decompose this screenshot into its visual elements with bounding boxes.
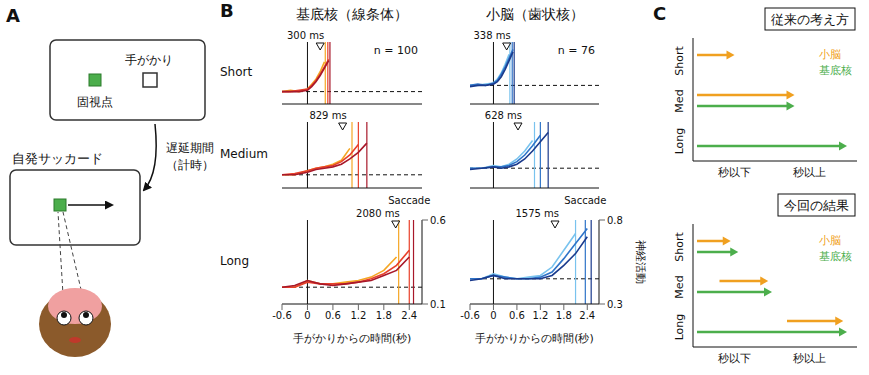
svg-text:1.2: 1.2 <box>532 310 548 321</box>
svg-text:Long: Long <box>673 314 686 341</box>
svg-text:秒以上: 秒以上 <box>793 352 826 365</box>
svg-text:Med: Med <box>673 275 686 298</box>
svg-text:300 ms: 300 ms <box>287 30 324 41</box>
svg-text:秒以下: 秒以下 <box>718 166 751 179</box>
svg-text:0.6: 0.6 <box>509 310 525 321</box>
svg-text:Med: Med <box>673 89 686 112</box>
svg-text:1.8: 1.8 <box>556 310 572 321</box>
svg-text:C: C <box>653 3 666 24</box>
html-text:B: B <box>220 0 234 21</box>
svg-text:自発サッカード: 自発サッカード <box>12 151 103 166</box>
svg-text:基底核: 基底核 <box>819 250 852 263</box>
svg-text:従来の考え方: 従来の考え方 <box>771 12 849 27</box>
svg-text:-0.6: -0.6 <box>460 310 480 321</box>
svg-text:338 ms: 338 ms <box>473 30 510 41</box>
svg-text:2.4: 2.4 <box>579 310 595 321</box>
svg-text:手がかりからの時間(秒): 手がかりからの時間(秒) <box>293 332 412 344</box>
svg-text:Short: Short <box>673 46 686 76</box>
svg-text:小脳: 小脳 <box>819 48 841 61</box>
svg-text:628 ms: 628 ms <box>485 110 522 121</box>
html-text:小脳（歯状核）: 小脳（歯状核） <box>485 6 584 22</box>
svg-text:2080 ms: 2080 ms <box>356 208 400 219</box>
svg-text:-0.6: -0.6 <box>272 310 292 321</box>
html-text:神経活動: 神経活動 <box>633 240 647 284</box>
svg-text:829 ms: 829 ms <box>309 110 346 121</box>
svg-text:基底核: 基底核 <box>819 64 852 77</box>
svg-text:Short: Short <box>673 232 686 262</box>
html-text:Long: Long <box>220 254 249 268</box>
html-text:基底核（線条体）: 基底核（線条体） <box>296 6 408 22</box>
svg-text:0.6: 0.6 <box>325 310 341 321</box>
svg-text:遅延期間: 遅延期間 <box>166 141 214 155</box>
svg-text:0.3: 0.3 <box>607 299 623 310</box>
svg-text:2.4: 2.4 <box>401 310 417 321</box>
svg-text:今回の結果: 今回の結果 <box>784 198 849 213</box>
svg-text:0: 0 <box>304 310 310 321</box>
svg-text:A: A <box>6 5 20 26</box>
svg-text:0.1: 0.1 <box>430 299 446 310</box>
svg-text:小脳: 小脳 <box>819 234 841 247</box>
svg-text:0: 0 <box>490 310 496 321</box>
svg-text:Saccade: Saccade <box>564 195 606 206</box>
html-text:n = 100: n = 100 <box>373 44 418 57</box>
svg-text:Saccade: Saccade <box>388 195 430 206</box>
svg-text:0.8: 0.8 <box>607 215 623 226</box>
svg-text:秒以上: 秒以上 <box>793 166 826 179</box>
html-text:Short: Short <box>220 65 253 79</box>
svg-text:手がかりからの時間(秒): 手がかりからの時間(秒) <box>475 332 594 344</box>
html-text:Medium: Medium <box>220 147 268 161</box>
svg-text:手がかり: 手がかり <box>125 53 173 67</box>
svg-text:0.6: 0.6 <box>430 215 446 226</box>
html-text:n = 76: n = 76 <box>557 44 595 57</box>
svg-text:固視点: 固視点 <box>77 95 113 109</box>
svg-text:Long: Long <box>673 128 686 155</box>
svg-text:1.8: 1.8 <box>376 310 392 321</box>
svg-text:秒以下: 秒以下 <box>718 352 751 365</box>
svg-text:1575 ms: 1575 ms <box>515 208 559 219</box>
svg-text:1.2: 1.2 <box>350 310 366 321</box>
svg-text:（計時）: （計時） <box>166 158 214 172</box>
